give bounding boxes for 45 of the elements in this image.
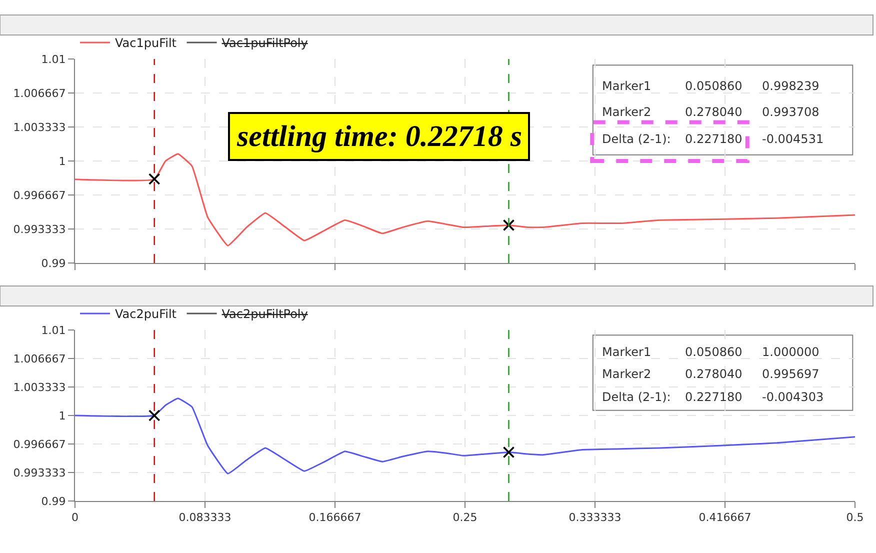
annotation: 0.993708: [762, 105, 820, 119]
y-tick-label: 1.01: [41, 324, 66, 337]
annotation: settling time: 0.22718 s: [236, 120, 522, 153]
annotation: 0.227180: [685, 390, 742, 404]
y-tick-label: 0.996667: [13, 188, 66, 202]
y-tick-label: 0.99: [41, 494, 66, 508]
legend-label: Vac1puFilt: [115, 36, 177, 50]
y-tick-label: 1.003333: [13, 380, 66, 394]
annotation: -0.004303: [762, 390, 824, 404]
legend-label: Vac2puFiltPoly: [222, 307, 308, 322]
x-tick-label: 0.25: [452, 511, 478, 524]
annotation: 0.227180: [685, 132, 742, 146]
x-tick-label: 0.333333: [568, 511, 622, 524]
line-series: [75, 153, 855, 246]
y-tick-label: 0.993333: [13, 222, 66, 236]
annotation: 0.278040: [685, 105, 742, 119]
annotation: 0.050860: [685, 345, 742, 359]
x-tick-label: 0: [72, 511, 78, 524]
annotation: Delta (2-1):: [602, 390, 671, 404]
x-tick-label: 0.083333: [178, 511, 232, 524]
y-tick-label: 0.99: [41, 256, 66, 270]
y-tick-label: 1: [58, 154, 66, 168]
legend-label: Vac1puFiltPoly: [222, 36, 308, 50]
annotation: 0.998239: [762, 79, 820, 93]
y-tick-label: 1.006667: [13, 86, 66, 100]
y-tick-label: 1: [58, 409, 66, 422]
y-tick-label: 1.01: [41, 52, 66, 66]
annotation: 0.050860: [685, 79, 742, 93]
annotation: Marker1: [602, 79, 652, 93]
y-tick-label: 1.003333: [13, 120, 66, 134]
annotation: Marker2: [602, 367, 652, 381]
annotation: 0.278040: [685, 367, 742, 381]
legend-label: Vac2puFilt: [115, 307, 177, 322]
annotation: -0.004531: [762, 132, 824, 146]
annotation: 1.000000: [762, 345, 820, 359]
y-tick-label: 0.996667: [13, 438, 66, 451]
y-tick-label: 0.993333: [13, 466, 66, 480]
annotation: Delta (2-1):: [602, 132, 671, 146]
x-tick-label: 0.166667: [308, 511, 362, 524]
annotation: Marker1: [602, 345, 652, 359]
annotation: 0.995697: [762, 367, 820, 381]
x-tick-label: 0.416667: [698, 511, 752, 524]
annotation: Marker2: [602, 105, 652, 119]
y-tick-label: 1.006667: [13, 352, 66, 366]
x-tick-label: 0.5: [846, 511, 864, 524]
